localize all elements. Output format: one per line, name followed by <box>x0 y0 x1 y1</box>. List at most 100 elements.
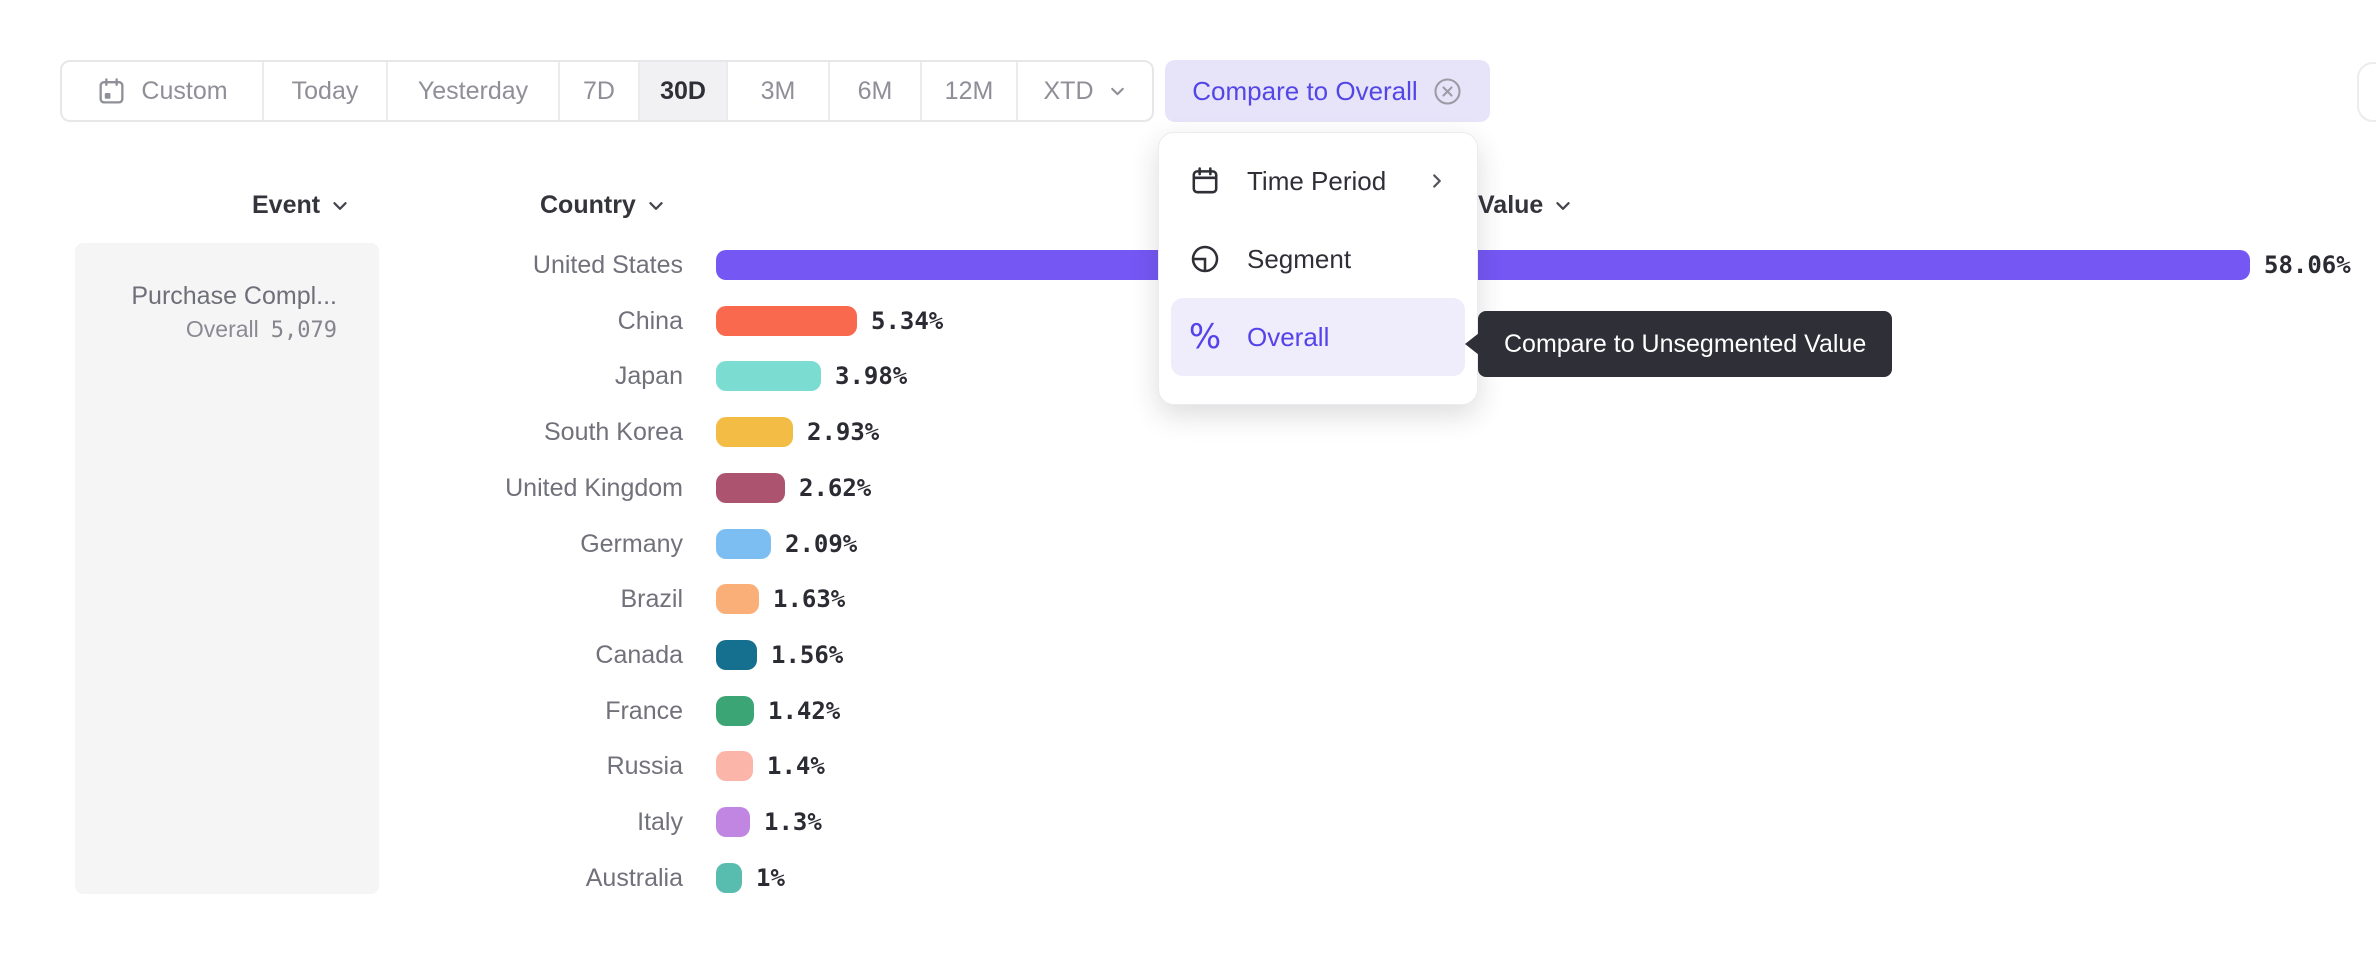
country-label: China <box>617 306 683 335</box>
toolbar-item-label: 3M <box>760 76 796 105</box>
remove-compare-icon[interactable] <box>1432 76 1463 107</box>
overall-value: 5,079 <box>270 318 337 343</box>
bar-row: United States 58.06% <box>379 237 2351 293</box>
percent-icon: % <box>1188 317 1222 357</box>
overall-label: Overall <box>185 316 259 342</box>
bar-segment[interactable] <box>716 361 821 391</box>
country-label: Italy <box>637 807 683 836</box>
bar-value-label: 1% <box>756 864 785 892</box>
toolbar-item-label: Yesterday <box>417 76 529 105</box>
toolbar-item-12m[interactable]: 12M <box>922 62 1018 120</box>
bar-segment[interactable] <box>716 250 2250 280</box>
chevron-down-icon <box>330 196 350 216</box>
toolbar-item-custom[interactable]: Custom <box>62 62 264 120</box>
dropdown-item-label: Time Period <box>1247 165 1387 196</box>
bar-segment[interactable] <box>716 417 793 447</box>
toolbar-item-7d[interactable]: 7D <box>560 62 640 120</box>
bar-segment[interactable] <box>716 306 857 336</box>
toolbar-item-xtd[interactable]: XTD <box>1018 62 1152 120</box>
bar-value-label: 3.98% <box>835 362 908 390</box>
country-label: France <box>605 696 683 725</box>
country-label: Japan <box>614 361 683 390</box>
bar-row: South Korea 2.93% <box>379 404 879 460</box>
bar-value-label: 2.93% <box>807 418 880 446</box>
bar-segment[interactable] <box>716 696 754 726</box>
event-panel[interactable]: Purchase Compl... Overall 5,079 <box>75 243 379 894</box>
dropdown-item-segment[interactable]: Segment <box>1159 220 1477 298</box>
segment-icon <box>1189 243 1221 275</box>
dropdown-item-time-period[interactable]: Time Period <box>1159 142 1477 220</box>
event-column-header[interactable]: Event <box>252 191 350 220</box>
bar-value-label: 5.34% <box>871 307 944 335</box>
bar-row: Germany 2.09% <box>379 516 857 572</box>
country-label: United States <box>532 250 683 279</box>
bar-row: Australia 1% <box>379 850 785 906</box>
toolbar-item-3m[interactable]: 3M <box>728 62 830 120</box>
toolbar-item-today[interactable]: Today <box>264 62 388 120</box>
toolbar-item-label: Custom <box>141 76 228 105</box>
bar-row: Canada 1.56% <box>379 627 843 683</box>
bar-segment[interactable] <box>716 751 753 781</box>
calendar-icon <box>1189 165 1221 197</box>
bar-segment[interactable] <box>716 473 785 503</box>
event-name: Purchase Compl... <box>131 282 337 310</box>
country-label: Brazil <box>620 584 683 613</box>
bar-segment[interactable] <box>716 640 757 670</box>
country-column-header[interactable]: Country <box>540 191 666 220</box>
value-column-header[interactable]: Value <box>1478 191 1573 220</box>
compare-to-overall-button[interactable]: Compare to Overall <box>1165 60 1490 122</box>
offscreen-button-edge <box>2357 62 2376 122</box>
bar-segment[interactable] <box>716 807 750 837</box>
value-header-label: Value <box>1478 191 1544 219</box>
bar-value-label: 1.56% <box>771 641 844 669</box>
toolbar-item-label: 30D <box>660 76 706 105</box>
chevron-down-icon <box>1553 196 1573 216</box>
tooltip: Compare to Unsegmented Value <box>1465 311 1893 377</box>
time-range-toolbar: Custom Today Yesterday 7D 30D 3M 6M 12M XTD <box>60 60 1154 122</box>
bar-segment[interactable] <box>716 584 759 614</box>
bar-row: China 5.34% <box>379 293 943 349</box>
dropdown-item-label: Overall <box>1247 321 1330 352</box>
bar-segment[interactable] <box>716 529 771 559</box>
toolbar-item-label: 7D <box>583 76 615 105</box>
bar-value-label: 1.4% <box>767 752 825 780</box>
event-overall-row: Overall 5,079 <box>75 316 337 343</box>
chevron-right-icon <box>1427 171 1447 191</box>
bar-row: Italy 1.3% <box>379 794 822 850</box>
bar-segment[interactable] <box>716 863 742 893</box>
bar-row: United Kingdom 2.62% <box>379 460 871 516</box>
calendar-icon <box>96 76 127 107</box>
toolbar-item-30d[interactable]: 30D <box>640 62 728 120</box>
country-label: United Kingdom <box>505 473 683 502</box>
dropdown-item-overall[interactable]: % Overall <box>1171 298 1465 376</box>
tooltip-text: Compare to Unsegmented Value <box>1504 329 1867 358</box>
toolbar-item-label: 6M <box>857 76 893 105</box>
country-label: Germany <box>580 529 683 558</box>
country-label: South Korea <box>544 417 683 446</box>
country-label: Russia <box>606 751 683 780</box>
toolbar-item-label: Today <box>291 76 359 105</box>
bar-value-label: 1.42% <box>768 697 841 725</box>
compare-button-label: Compare to Overall <box>1192 75 1418 106</box>
toolbar-item-yesterday[interactable]: Yesterday <box>388 62 560 120</box>
country-label: Canada <box>595 640 683 669</box>
bar-value-label: 58.06% <box>2264 251 2351 279</box>
toolbar-item-label: XTD <box>1043 76 1094 105</box>
toolbar-item-label: 12M <box>944 76 994 105</box>
chevron-down-icon <box>646 196 666 216</box>
bar-value-label: 1.3% <box>764 808 822 836</box>
tooltip-arrow-icon <box>1465 333 1479 355</box>
compare-dropdown-menu: Time Period Segment% Overall <box>1158 132 1478 405</box>
bar-value-label: 2.62% <box>799 474 872 502</box>
country-header-label: Country <box>540 191 636 219</box>
bar-value-label: 1.63% <box>773 585 846 613</box>
bar-value-label: 2.09% <box>785 530 858 558</box>
country-label: Australia <box>585 863 683 892</box>
toolbar-item-6m[interactable]: 6M <box>830 62 922 120</box>
event-header-label: Event <box>252 191 321 219</box>
chevron-down-icon <box>1108 82 1127 101</box>
dropdown-item-label: Segment <box>1247 243 1352 274</box>
bar-row: Brazil 1.63% <box>379 571 845 627</box>
bar-row: France 1.42% <box>379 683 840 739</box>
